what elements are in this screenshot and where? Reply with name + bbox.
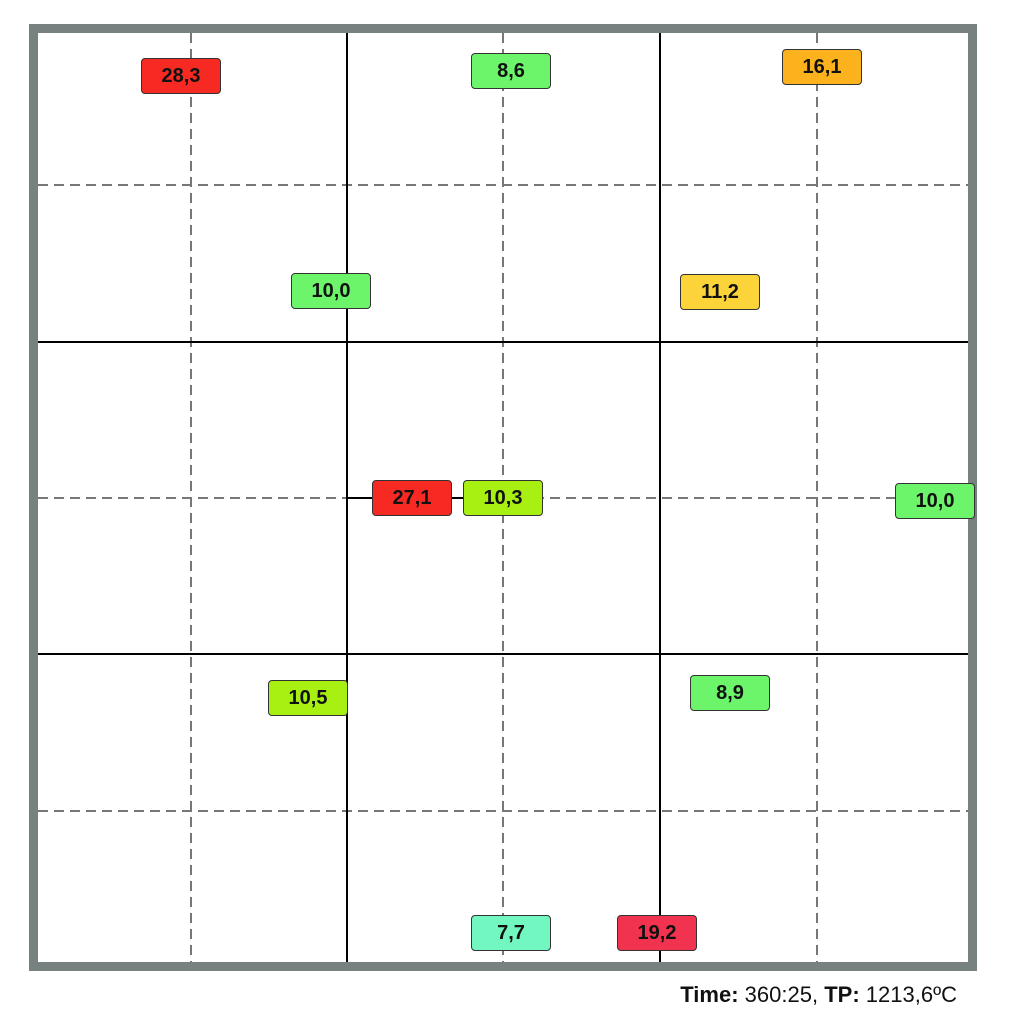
value-label: 8,6: [471, 53, 551, 89]
solid-lines: [38, 33, 968, 962]
time-value: 360:25,: [744, 982, 819, 1007]
tp-value: 1213,6ºC: [865, 982, 957, 1007]
tp-label: TP:: [824, 982, 860, 1007]
value-label: 8,9: [690, 675, 770, 711]
value-label: 7,7: [471, 915, 551, 951]
value-label: 28,3: [141, 58, 221, 94]
value-label: 11,2: [680, 274, 760, 310]
value-label: 27,1: [372, 480, 452, 516]
time-label: Time:: [680, 982, 739, 1007]
status: Time: 360:25, TP: 1213,6ºC: [680, 982, 957, 1008]
value-label: 10,0: [895, 483, 975, 519]
value-label: 10,0: [291, 273, 371, 309]
value-label: 19,2: [617, 915, 697, 951]
value-label: 10,5: [268, 680, 348, 716]
value-label: 16,1: [782, 49, 862, 85]
value-label: 10,3: [463, 480, 543, 516]
